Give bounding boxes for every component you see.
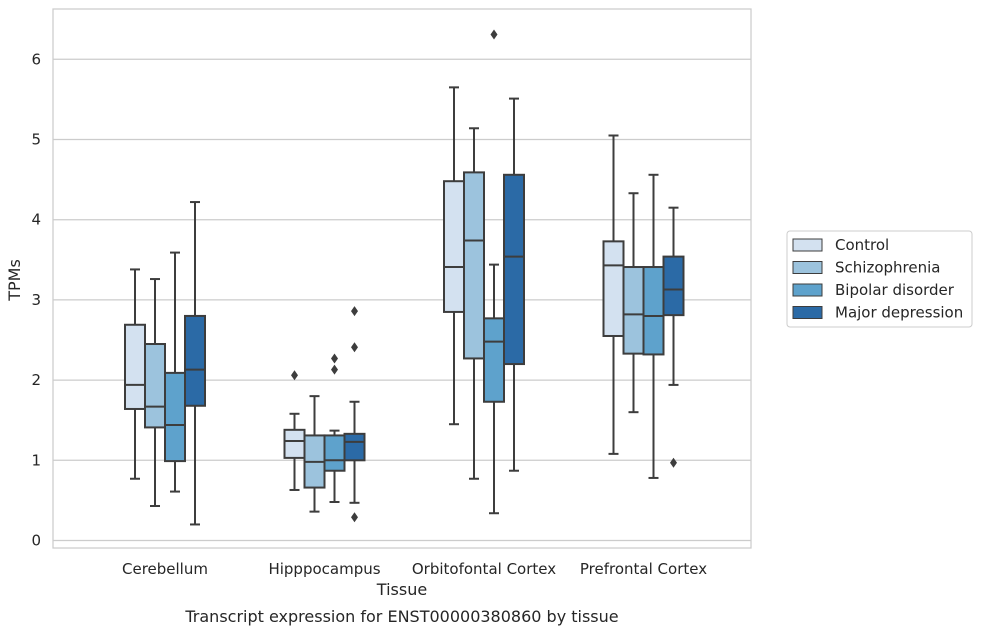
y-axis-label: TPMs (5, 259, 24, 302)
box-schizophrenia-0 (144, 278, 166, 508)
legend-swatch (792, 306, 823, 319)
outlier-point (331, 364, 338, 375)
box-control-3 (602, 134, 625, 455)
box-iqr (642, 266, 665, 356)
box-iqr (602, 240, 625, 337)
box-control-1 (283, 370, 306, 491)
box-iqr (662, 255, 685, 317)
box-iqr (343, 432, 366, 462)
box-iqr (164, 371, 186, 463)
box-bipolar-disorder-0 (164, 251, 186, 493)
outlier-point (291, 370, 298, 381)
legend-label: Schizophrenia (835, 259, 940, 277)
y-tick-label: 4 (31, 211, 41, 229)
box-iqr (323, 434, 346, 472)
y-tick-label: 6 (31, 50, 41, 68)
outlier-point (351, 306, 358, 317)
y-tick-label: 1 (31, 451, 41, 469)
outlier-point (331, 353, 338, 364)
y-tick-label: 5 (31, 131, 41, 149)
legend: Control Schizophrenia Bipolar disorder Majo… (786, 230, 973, 328)
box-schizophrenia-3 (622, 192, 645, 414)
legend-swatch (792, 261, 823, 274)
legend-swatch (792, 283, 823, 297)
box-major-depression-0 (184, 201, 206, 526)
x-tick-label: Cerebellum (122, 560, 208, 578)
legend-swatch (792, 238, 823, 252)
x-tick-label: Hipppocampus (268, 560, 380, 578)
box-iqr (124, 323, 146, 410)
outlier-point (670, 457, 677, 468)
legend-frame (786, 230, 973, 328)
x-axis-label: Tissue (376, 580, 427, 599)
legend-label: Major depression (835, 304, 963, 322)
y-tick-label: 2 (31, 371, 41, 389)
box-iqr (283, 428, 306, 459)
outlier-point (490, 29, 498, 40)
box-major-depression-3 (662, 206, 685, 468)
box-control-2 (443, 86, 465, 426)
chart-caption: Transcript expression for ENST0000038086… (184, 607, 618, 626)
box-iqr (483, 317, 505, 403)
outlier-point (351, 512, 358, 523)
box-major-depression-2 (503, 97, 525, 472)
x-axis-ticks: Cerebellum Hipppocampus Orbitofontal Corte… (122, 560, 707, 578)
box-iqr (463, 171, 485, 360)
x-tick-label: Prefrontal Cortex (580, 560, 707, 578)
box-iqr (184, 314, 206, 407)
box-iqr (144, 343, 166, 429)
legend-label: Bipolar disorder (835, 281, 955, 299)
y-axis-ticks: 0 1 2 3 4 5 6 (31, 50, 41, 549)
box-iqr (503, 173, 525, 366)
y-tick-label: 3 (31, 291, 41, 309)
box-bipolar-disorder-1 (323, 353, 346, 504)
box-schizophrenia-2 (463, 127, 485, 480)
box-major-depression-1 (343, 306, 366, 523)
legend-label: Control (835, 236, 889, 254)
box-iqr (622, 266, 645, 355)
box-groups (124, 29, 685, 526)
box-iqr (443, 180, 465, 313)
box-bipolar-disorder-2 (483, 29, 505, 515)
x-tick-label: Orbitofontal Cortex (412, 560, 556, 578)
y-tick-label: 0 (31, 532, 41, 550)
outlier-point (351, 342, 358, 353)
